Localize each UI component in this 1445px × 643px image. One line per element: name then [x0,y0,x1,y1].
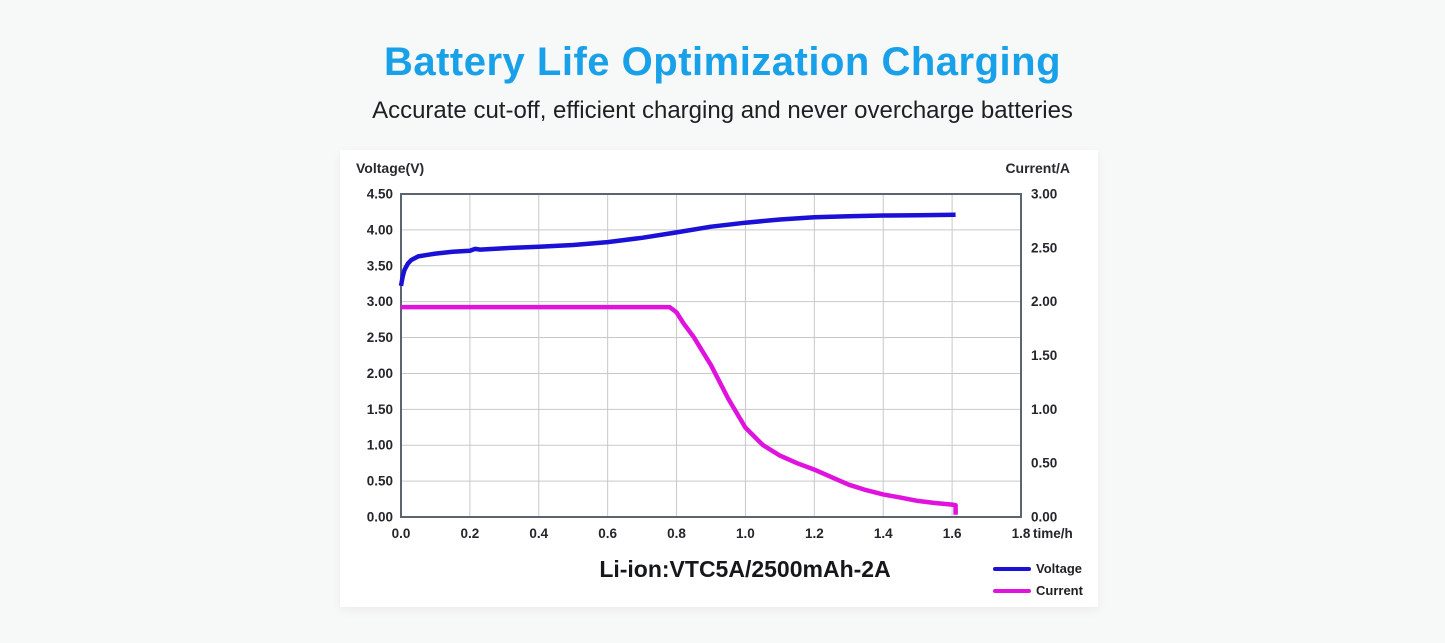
left-axis-tick-label: 1.50 [367,402,393,417]
current-line [401,304,958,515]
left-axis-tick-label: 2.50 [367,330,393,345]
right-axis-tick-label: 2.00 [1031,294,1057,309]
right-axis-title: Current/A [1005,160,1070,176]
right-axis-tick-label: 1.50 [1031,348,1057,363]
left-axis-tick-label: 1.00 [367,438,393,453]
voltage-line [398,212,956,287]
x-axis-unit-label: time/h [1033,526,1073,541]
x-axis-tick-label: 0.0 [392,526,411,541]
x-axis-tick-label: 1.0 [736,526,755,541]
left-axis-title: Voltage(V) [356,160,425,176]
left-axis-tick-label: 3.50 [367,258,393,273]
legend-row-voltage: Voltage [993,561,1084,576]
page-subtitle: Accurate cut-off, efficient charging and… [372,97,1073,124]
current-line-swatch [993,588,1031,593]
right-axis-tick-label: 1.00 [1031,402,1057,417]
chart-legend: Voltage Current [993,561,1084,598]
left-axis-tick-label: 0.50 [367,474,393,489]
voltage-line-swatch [993,566,1031,571]
right-axis-tick-label: 2.50 [1031,240,1057,255]
left-axis-tick-label: 4.00 [367,222,393,237]
left-axis-tick-label: 3.00 [367,294,393,309]
x-axis-tick-label: 1.8 [1012,526,1031,541]
page-header: Battery Life Optimization Charging Accur… [0,40,1445,125]
chart-panel: Voltage(V) Current/A 4.50 4.00 3.50 3.00 2.5… [340,150,1098,607]
legend-row-current: Current [993,583,1084,598]
left-axis-tick-label: 0.00 [367,510,393,525]
x-axis-tick-label: 0.4 [529,526,548,541]
chart-plot: 4.504.003.503.002.502.001.501.000.500.00… [367,187,1073,542]
left-axis-tick-label: 2.00 [367,366,393,381]
page-title: Battery Life Optimization Charging [383,40,1062,84]
right-axis-tick-label: 3.00 [1031,187,1057,202]
x-axis-tick-label: 0.8 [667,526,686,541]
x-axis-tick-label: 1.4 [874,526,893,541]
legend-label-voltage: Voltage [1036,561,1082,576]
right-axis-tick-label: 0.50 [1031,456,1057,471]
x-axis-tick-label: 1.2 [805,526,824,541]
x-axis-tick-label: 1.6 [943,526,962,541]
legend-label-current: Current [1036,583,1083,598]
x-axis-tick-label: 0.6 [598,526,617,541]
x-axis-tick-label: 0.2 [460,526,479,541]
left-axis-tick-label: 4.50 [367,187,393,202]
plot-border [400,193,1022,518]
chart-caption: Li-ion:VTC5A/2500mAh-2A [599,556,891,582]
right-axis-tick-label: 0.00 [1031,510,1057,525]
